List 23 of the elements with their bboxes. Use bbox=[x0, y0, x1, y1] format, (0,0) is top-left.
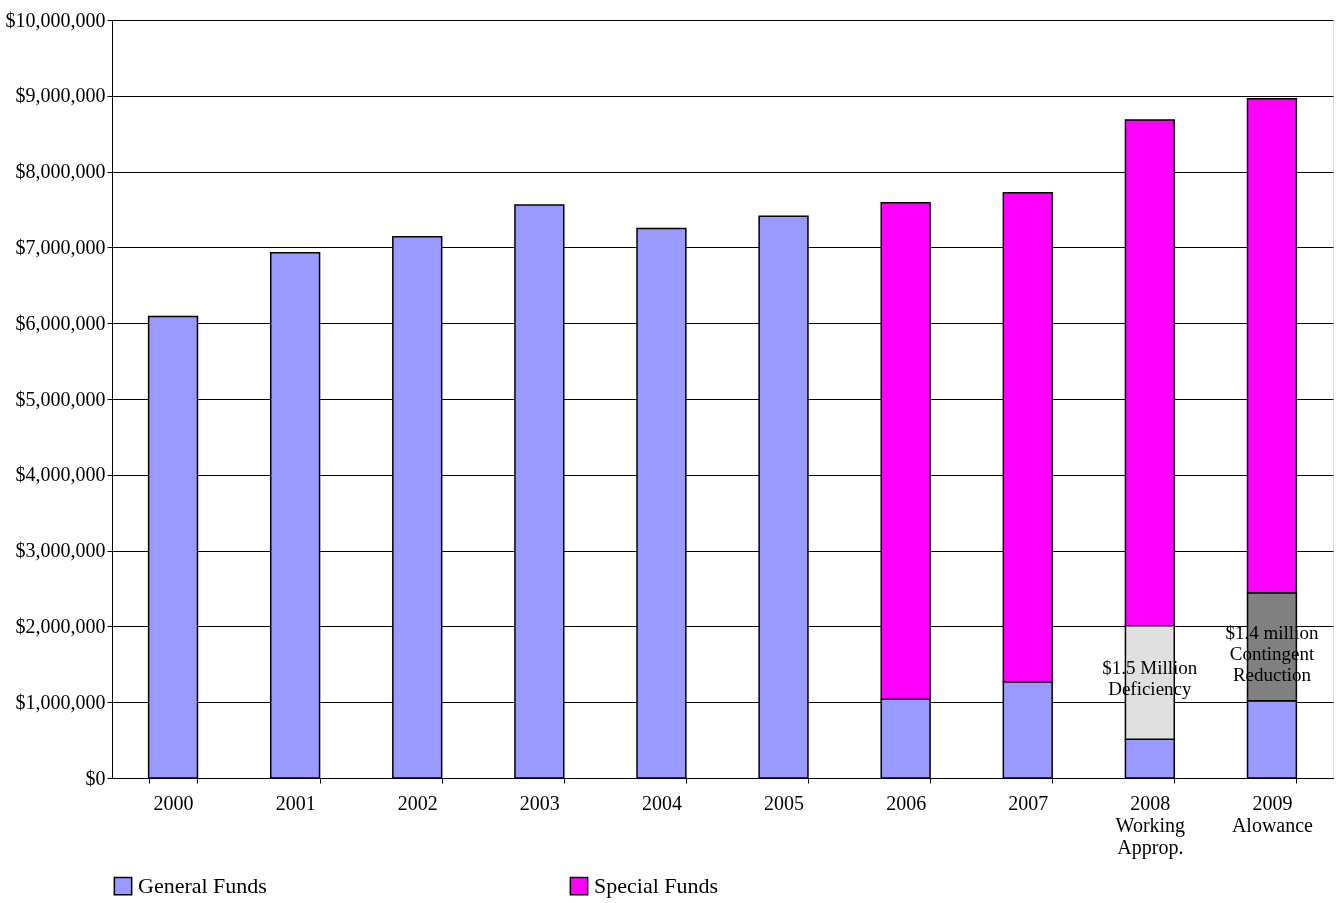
legend-label: Special Funds bbox=[594, 873, 719, 899]
y-tick-label: $4,000,000 bbox=[15, 463, 106, 486]
x-tick-label: 2004 bbox=[641, 791, 682, 814]
y-tick-label: $0 bbox=[85, 766, 106, 789]
x-tick-label: 2003 bbox=[519, 791, 560, 814]
y-tick-label: $1,000,000 bbox=[15, 690, 106, 713]
y-tick-label: $6,000,000 bbox=[15, 311, 106, 334]
y-tick-label: $10,000,000 bbox=[5, 8, 106, 31]
x-tick-label: 2006 bbox=[886, 791, 927, 814]
x-tick-label: 2002 bbox=[397, 791, 438, 814]
legend-label: General Funds bbox=[138, 873, 267, 899]
x-tick-label: 2001 bbox=[275, 791, 316, 814]
y-tick-label: $5,000,000 bbox=[15, 387, 106, 410]
y-tick-label: $8,000,000 bbox=[15, 160, 106, 183]
x-tick-label: 2005 bbox=[764, 791, 805, 814]
x-tick-label: 2008 Working Approp. bbox=[1115, 791, 1186, 859]
x-tick-label: 2009 Alowance bbox=[1231, 791, 1314, 836]
x-tick-label: 2000 bbox=[153, 791, 194, 814]
y-tick-label: $9,000,000 bbox=[15, 84, 106, 107]
y-tick-label: $3,000,000 bbox=[15, 539, 106, 562]
x-tick-label: 2007 bbox=[1008, 791, 1049, 814]
y-tick-label: $2,000,000 bbox=[15, 614, 106, 637]
y-tick-label: $7,000,000 bbox=[15, 235, 106, 258]
